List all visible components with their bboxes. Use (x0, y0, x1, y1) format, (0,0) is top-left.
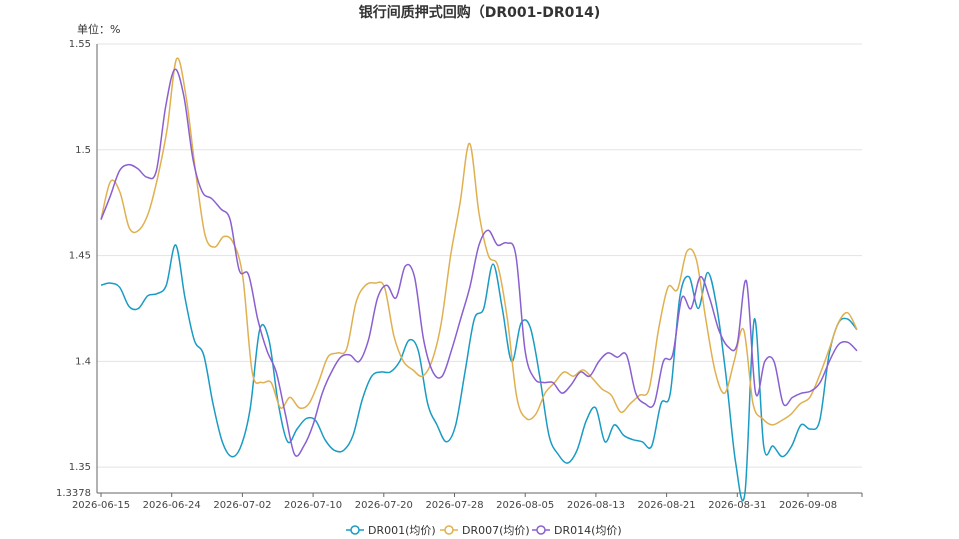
x-tick-label: 2026-07-02 (213, 500, 271, 511)
y-tick-label: 1.5 (75, 145, 91, 156)
legend: DR001(均价) DR007(均价) DR014(均价) (346, 524, 622, 537)
series-line-1 (100, 244, 858, 502)
series-line-2 (100, 57, 858, 426)
legend-item: DR007(均价) (462, 524, 530, 537)
series-line-3 (100, 68, 858, 457)
x-tick-label: 2026-06-15 (72, 500, 130, 511)
x-tick-label: 2026-06-24 (143, 500, 201, 511)
y-tick-label: 1.35 (69, 462, 91, 473)
x-tick-label: 2026-08-31 (708, 500, 766, 511)
y-tick-label: 1.55 (69, 39, 91, 50)
legend-marker (444, 525, 454, 535)
y-tick-label: 1.3378 (56, 488, 91, 499)
x-tick-label: 2026-07-10 (284, 500, 342, 511)
x-tick-label: 2026-08-21 (638, 500, 696, 511)
y-tick-label: 1.45 (69, 251, 91, 262)
legend-marker (536, 525, 546, 535)
x-tick-label: 2026-08-05 (496, 500, 554, 511)
legend-marker (350, 525, 360, 535)
x-tick-label: 2026-09-08 (779, 500, 837, 511)
x-tick-label: 2026-07-20 (355, 500, 413, 511)
legend-item: DR001(均价) (368, 524, 436, 537)
x-tick-label: 2026-08-13 (567, 500, 625, 511)
legend-item: DR014(均价) (554, 524, 622, 537)
x-tick-label: 2026-07-28 (425, 500, 483, 511)
unit-label: 单位：% (77, 23, 121, 36)
chart-title: 银行间质押式回购（DR001-DR014) (358, 5, 601, 21)
y-tick-label: 1.4 (75, 356, 91, 367)
